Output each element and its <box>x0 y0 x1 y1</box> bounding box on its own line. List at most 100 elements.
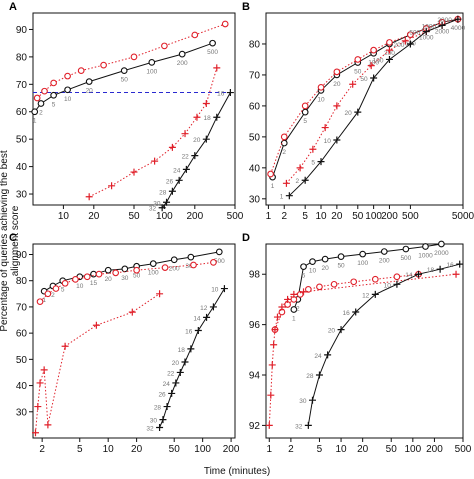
x-tick-label: 10 <box>103 444 115 455</box>
data-point-circle <box>359 250 367 258</box>
data-label: 5 <box>303 118 307 125</box>
data-point-circle <box>61 279 69 287</box>
data-point-circle <box>112 269 120 277</box>
data-point-plus <box>333 102 341 110</box>
data-point-plus <box>456 260 464 268</box>
data-label: 30 <box>121 275 129 282</box>
data-label: 15 <box>90 280 98 287</box>
data-point-plus <box>36 379 44 387</box>
data-point-plus <box>267 391 275 399</box>
data-label: 16 <box>217 91 225 98</box>
data-point-circle <box>121 265 129 273</box>
data-point-circle <box>170 256 178 264</box>
data-point-circle <box>83 273 91 281</box>
data-point-circle <box>120 67 128 74</box>
x-tick-label: 500 <box>402 211 419 222</box>
data-label: 20 <box>86 88 94 95</box>
y-tick-label: 50 <box>249 132 261 143</box>
data-label: 100 <box>148 270 159 277</box>
series-line-red-circle <box>274 273 419 330</box>
y-tick-label: 30 <box>16 190 28 201</box>
data-point-circle <box>37 100 45 107</box>
data-label: 24 <box>163 381 171 388</box>
data-label: 200 <box>394 42 405 49</box>
data-point-plus <box>168 143 176 151</box>
x-tick-label: 5 <box>302 211 308 222</box>
data-label: 200 <box>177 60 188 67</box>
data-label: 2 <box>51 292 55 299</box>
x-tick-label: 20 <box>357 444 369 455</box>
data-point-circle <box>380 248 388 255</box>
data-point-plus <box>220 285 228 293</box>
data-label: 500 <box>400 255 411 262</box>
data-label: 18 <box>204 115 212 122</box>
x-tick-label: 20 <box>331 211 343 222</box>
x-tick-label: 50 <box>169 444 181 455</box>
x-tick-label: 2 <box>288 444 294 455</box>
x-tick-label: 500 <box>227 211 244 222</box>
data-label: 24 <box>314 353 322 360</box>
x-tick-label: 1 <box>266 211 272 222</box>
y-tick-label: 80 <box>16 52 28 63</box>
data-label: 2 <box>282 149 286 156</box>
data-point-plus <box>308 396 316 404</box>
data-point-plus <box>175 176 183 184</box>
data-point-plus <box>209 303 217 311</box>
data-point-circle <box>100 61 107 69</box>
data-point-plus <box>271 326 279 334</box>
data-point-plus <box>31 429 39 437</box>
data-point-plus <box>108 182 116 190</box>
data-point-plus <box>406 40 414 48</box>
data-label: 30 <box>299 398 307 405</box>
data-label: 18 <box>178 347 186 354</box>
data-label: 28 <box>154 405 162 412</box>
data-point-plus <box>168 389 176 397</box>
data-point-circle <box>267 170 274 178</box>
x-tick-label: 10 <box>315 211 327 222</box>
data-label: 18 <box>427 267 435 274</box>
x-tick-label: 200 <box>426 444 443 455</box>
data-point-circle <box>149 260 157 268</box>
data-point-plus <box>352 308 360 316</box>
data-point-circle <box>321 255 329 263</box>
x-tick-label: 2 <box>281 211 287 222</box>
x-tick-label: 100 <box>194 444 211 455</box>
data-label: 5 <box>302 273 306 280</box>
panel-label-A: A <box>9 1 17 13</box>
x-tick-label: 100 <box>156 211 173 222</box>
data-point-circle <box>354 56 362 63</box>
series-line-red-plus <box>35 293 160 433</box>
data-label: 1 <box>42 297 46 304</box>
data-point-plus <box>92 321 100 329</box>
data-label: 28 <box>159 189 167 196</box>
data-point-circle <box>33 94 41 102</box>
data-label: 28 <box>306 373 314 380</box>
data-point-circle <box>407 31 414 39</box>
series-line-black-plus <box>288 18 459 197</box>
data-point-circle <box>72 276 79 283</box>
data-point-plus <box>85 193 93 201</box>
data-point-plus <box>436 265 444 273</box>
data-label: 5 <box>52 101 56 108</box>
data-point-circle <box>187 253 195 261</box>
data-point-plus <box>194 327 202 335</box>
data-label: 24 <box>173 167 181 174</box>
data-point-circle <box>148 59 156 66</box>
data-point-plus <box>354 108 362 116</box>
data-point-plus <box>202 100 210 108</box>
data-label: 22 <box>167 370 175 377</box>
data-point-plus <box>156 290 164 298</box>
data-label: 1000 <box>419 34 434 41</box>
data-point-plus <box>284 295 292 303</box>
data-label: 16 <box>446 262 454 269</box>
data-label: 26 <box>158 391 166 398</box>
data-point-circle <box>64 86 71 94</box>
data-point-plus <box>385 55 393 63</box>
series-line-red-circle <box>270 18 458 175</box>
panel-label-D: D <box>242 232 250 244</box>
data-point-plus <box>385 46 393 54</box>
y-tick-label: 50 <box>16 135 28 146</box>
data-label: 500 <box>409 30 420 37</box>
series-line-black-circle <box>272 18 458 178</box>
